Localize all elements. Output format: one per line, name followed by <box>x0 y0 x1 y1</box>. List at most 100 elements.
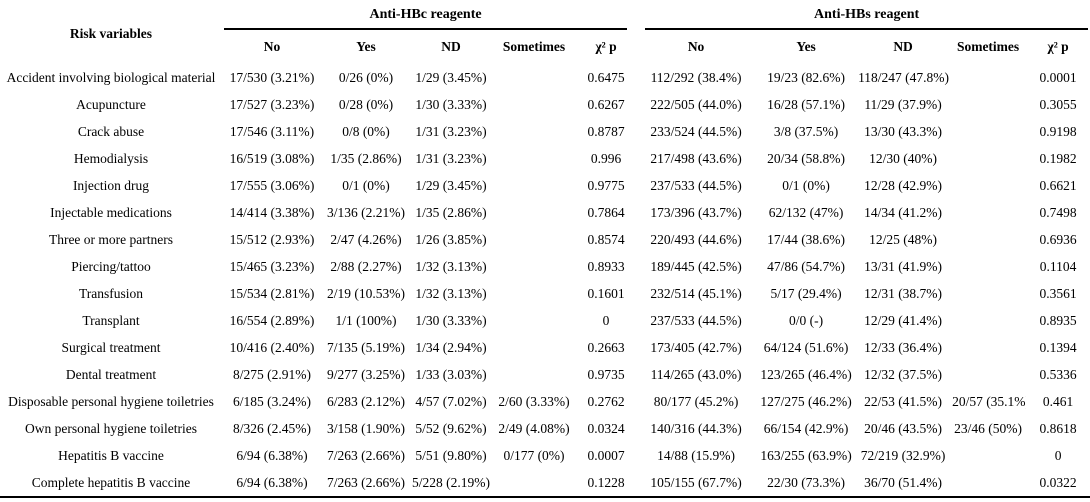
value-cell <box>950 253 1026 280</box>
value-cell <box>950 145 1026 172</box>
value-cell: 0.0001 <box>1039 69 1077 85</box>
value-cell: 0.9775 <box>587 177 625 193</box>
value-cell: 22/30 (73.3%) <box>767 474 846 490</box>
value-cell <box>950 280 1026 307</box>
table-row: Injectable medications 14/414 (3.38%) 3/13… <box>0 199 1090 226</box>
value-cell <box>492 199 576 226</box>
value-cell: 17/527 (3.23%) <box>229 96 315 112</box>
value-cell: 0.1982 <box>1039 150 1077 166</box>
group-header-anti-hbc: Anti-HBc reagente <box>222 4 636 30</box>
value-cell: 0.3055 <box>1039 96 1077 112</box>
risk-variable-label: Injection drug <box>72 177 150 193</box>
table-row: Disposable personal hygiene toiletries 6/… <box>0 388 1090 415</box>
column-header-hbc-no: No <box>263 39 281 54</box>
risk-variable-label: Hepatitis B vaccine <box>58 447 164 463</box>
value-cell <box>492 118 576 145</box>
value-cell <box>492 307 576 334</box>
risk-variable-label: Own personal hygiene toiletries <box>24 420 198 436</box>
table-row: Crack abuse 17/546 (3.11%) 0/8 (0%) 1/31 (3… <box>0 118 1090 145</box>
risk-variable-label: Injectable medications <box>50 204 172 220</box>
group-header-anti-hbs: Anti-HBs reagent <box>636 4 1090 30</box>
value-cell: 0/0 (-) <box>789 312 824 328</box>
value-cell <box>492 172 576 199</box>
value-cell: 0 <box>1054 447 1062 463</box>
value-cell: 15/534 (2.81%) <box>229 285 315 301</box>
value-cell: 13/30 (43.3%) <box>864 123 943 139</box>
value-cell: 14/88 (15.9%) <box>657 447 736 463</box>
risk-variable-label: Piercing/tattoo <box>71 258 151 274</box>
value-cell <box>950 172 1026 199</box>
value-cell: 1/31 (3.23%) <box>415 123 487 139</box>
value-cell: 222/505 (44.0%) <box>650 96 742 112</box>
value-cell: 15/465 (3.23%) <box>229 258 315 274</box>
value-cell: 0/1 (0%) <box>342 177 390 193</box>
value-cell: 0.1104 <box>1039 258 1077 274</box>
row-header-risk-variables: Risk variables <box>69 26 153 41</box>
value-cell: 6/185 (3.24%) <box>233 393 311 409</box>
table-row: Three or more partners 15/512 (2.93%) 2/47… <box>0 226 1090 253</box>
risk-variables-table: Risk variables Anti-HBc reagente Anti-HB… <box>0 4 1090 498</box>
value-cell <box>950 118 1026 145</box>
value-cell: 1/1 (100%) <box>335 312 397 328</box>
value-cell: 0.3561 <box>1039 285 1077 301</box>
value-cell: 13/31 (41.9%) <box>864 258 943 274</box>
table-row: Hemodialysis 16/519 (3.08%) 1/35 (2.86%) 1/… <box>0 145 1090 172</box>
value-cell: 1/29 (3.45%) <box>415 177 487 193</box>
value-cell: 0.8787 <box>587 123 625 139</box>
value-cell: 5/228 (2.19%) <box>412 474 490 490</box>
column-header-hbs-sometimes: Sometimes <box>956 39 1020 54</box>
value-cell: 7/263 (2.66%) <box>327 447 405 463</box>
value-cell: 0.0322 <box>1039 474 1077 490</box>
value-cell: 232/514 (45.1%) <box>650 285 742 301</box>
value-cell: 1/30 (3.33%) <box>415 312 487 328</box>
value-cell: 1/31 (3.23%) <box>415 150 487 166</box>
value-cell: 0.461 <box>1042 393 1074 409</box>
value-cell: 5/51 (9.80%) <box>415 447 487 463</box>
value-cell: 0.996 <box>590 150 622 166</box>
value-cell: 127/275 (46.2%) <box>760 393 852 409</box>
value-cell: 0.9198 <box>1039 123 1077 139</box>
value-cell <box>950 91 1026 118</box>
value-cell: 3/136 (2.21%) <box>327 204 405 220</box>
column-header-hbs-nd: ND <box>893 39 913 54</box>
value-cell: 114/265 (43.0%) <box>650 366 742 382</box>
value-cell <box>492 145 576 172</box>
value-cell <box>492 91 576 118</box>
value-cell <box>950 469 1026 497</box>
value-cell: 0.5336 <box>1039 366 1077 382</box>
value-cell: 0.8574 <box>587 231 625 247</box>
value-cell: 1/33 (3.03%) <box>415 366 487 382</box>
value-cell: 237/533 (44.5%) <box>650 177 742 193</box>
value-cell: 9/277 (3.25%) <box>327 366 405 382</box>
risk-variable-label: Transfusion <box>78 285 143 301</box>
value-cell: 8/326 (2.45%) <box>233 420 311 436</box>
value-cell: 237/533 (44.5%) <box>650 312 742 328</box>
value-cell: 17/555 (3.06%) <box>229 177 315 193</box>
value-cell: 1/32 (3.13%) <box>415 285 487 301</box>
value-cell: 0.1394 <box>1039 339 1077 355</box>
value-cell: 80/177 (45.2%) <box>653 393 739 409</box>
value-cell: 0/8 (0%) <box>342 123 390 139</box>
value-cell: 233/524 (44.5%) <box>650 123 742 139</box>
value-cell: 0.1601 <box>587 285 625 301</box>
value-cell: 173/405 (42.7%) <box>650 339 742 355</box>
column-header-hbc-chi-square-p: χ² p <box>595 39 617 54</box>
value-cell: 20/46 (43.5%) <box>864 420 943 436</box>
value-cell: 6/283 (2.12%) <box>327 393 405 409</box>
value-cell: 105/155 (67.7%) <box>650 474 742 490</box>
table-row: Hepatitis B vaccine 6/94 (6.38%) 7/263 (2.… <box>0 442 1090 469</box>
value-cell: 2/88 (2.27%) <box>330 258 402 274</box>
value-cell: 22/53 (41.5%) <box>864 393 943 409</box>
value-cell <box>950 442 1026 469</box>
value-cell: 19/23 (82.6%) <box>767 69 846 85</box>
value-cell: 3/158 (1.90%) <box>327 420 405 436</box>
column-header-hbc-sometimes: Sometimes <box>502 39 566 54</box>
value-cell: 0.6621 <box>1039 177 1077 193</box>
value-cell: 36/70 (51.4%) <box>864 474 943 490</box>
value-cell: 0.0007 <box>587 447 625 463</box>
value-cell <box>492 226 576 253</box>
value-cell: 1/34 (2.94%) <box>415 339 487 355</box>
value-cell: 0.1228 <box>587 474 625 490</box>
table-row: Injection drug 17/555 (3.06%) 0/1 (0%) 1/29… <box>0 172 1090 199</box>
